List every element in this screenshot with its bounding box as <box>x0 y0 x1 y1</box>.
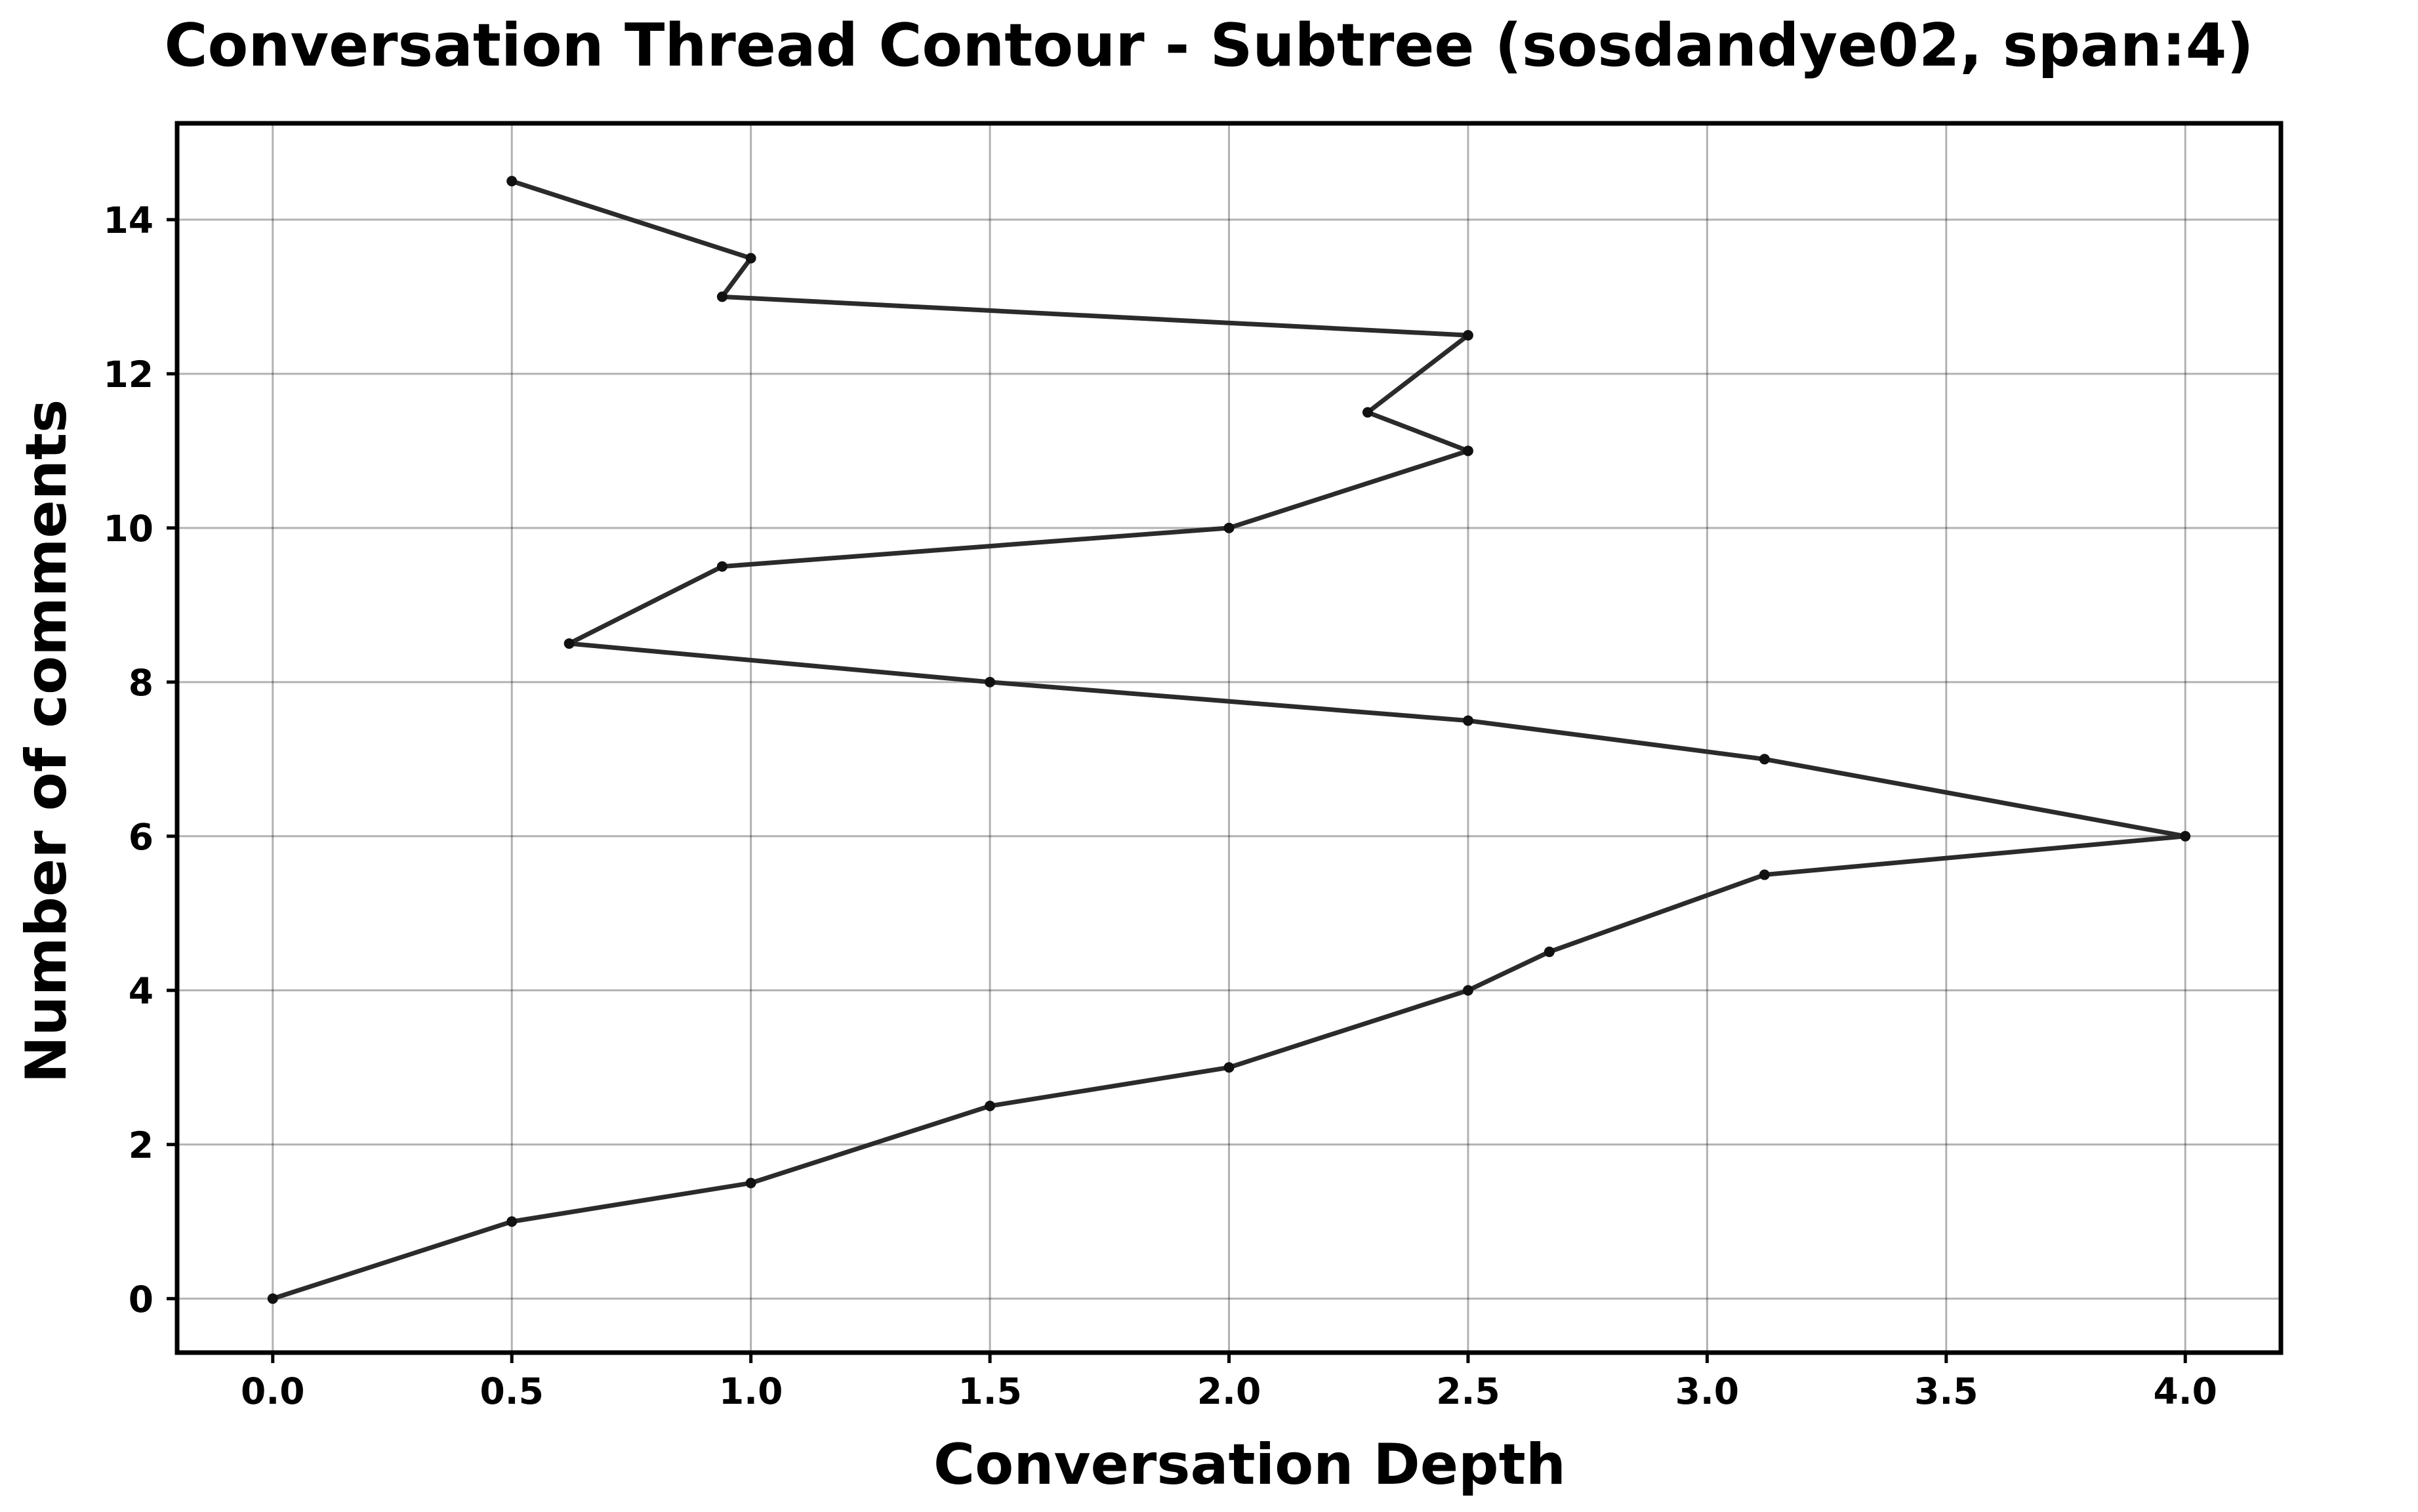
grid <box>177 123 2281 1353</box>
y-tick-label: 4 <box>129 970 154 1012</box>
series-group <box>267 176 2191 1304</box>
y-tick-label: 6 <box>129 816 154 858</box>
data-point <box>1462 445 1473 457</box>
y-axis-label: Number of comments <box>14 399 79 1084</box>
x-tick-label: 2.5 <box>1436 1370 1500 1412</box>
data-point <box>1462 330 1473 341</box>
data-point <box>745 253 756 264</box>
x-axis-ticks: 0.0 0.5 1.0 1.5 2.0 2.5 3.0 3.5 4.0 <box>241 1353 2217 1412</box>
x-tick-label: 2.0 <box>1197 1370 1261 1412</box>
y-axis-ticks: 0 2 4 6 8 10 12 14 <box>103 199 177 1320</box>
x-tick-label: 4.0 <box>2154 1370 2217 1412</box>
chart-title: Conversation Thread Contour - Subtree (s… <box>164 11 2253 80</box>
x-tick-label: 0.0 <box>241 1370 304 1412</box>
y-tick-label: 12 <box>103 354 154 396</box>
x-tick-label: 3.0 <box>1675 1370 1739 1412</box>
y-tick-label: 10 <box>103 508 154 550</box>
x-axis-label: Conversation Depth <box>933 1432 1566 1498</box>
data-point <box>1462 985 1473 996</box>
data-point <box>506 1216 518 1227</box>
data-point <box>1759 869 1770 880</box>
data-point <box>716 561 727 572</box>
data-point <box>2180 830 2191 842</box>
x-tick-label: 1.5 <box>958 1370 1021 1412</box>
data-point <box>564 638 575 649</box>
data-point <box>1223 1062 1235 1073</box>
data-point <box>745 1177 756 1189</box>
data-point <box>1223 522 1235 533</box>
data-point <box>716 291 727 302</box>
data-point <box>1362 407 1373 418</box>
data-point <box>1759 754 1770 765</box>
data-point <box>1462 715 1473 726</box>
data-point <box>985 676 996 687</box>
plot-frame <box>174 121 2284 1355</box>
y-tick-label: 8 <box>129 662 154 704</box>
x-tick-label: 1.0 <box>719 1370 783 1412</box>
data-point <box>985 1101 996 1112</box>
data-point <box>506 176 518 187</box>
y-tick-label: 0 <box>129 1278 154 1320</box>
y-tick-label: 14 <box>103 199 154 241</box>
y-tick-label: 2 <box>129 1124 154 1166</box>
x-tick-label: 3.5 <box>1914 1370 1978 1412</box>
data-point <box>267 1293 278 1304</box>
data-point <box>1544 947 1555 958</box>
x-tick-label: 0.5 <box>480 1370 543 1412</box>
